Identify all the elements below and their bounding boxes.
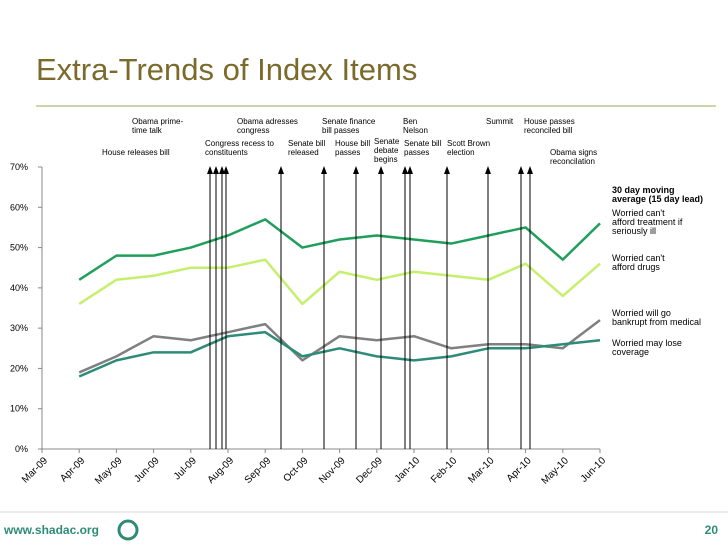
- event-label-line: Senate finance: [322, 117, 376, 126]
- event-label-line: Senate bill: [288, 139, 326, 148]
- event-label: House passes reconciled bill: [524, 117, 575, 135]
- event-label: Senate finance bill passes: [322, 117, 376, 135]
- event-label: Senate bill passes: [404, 139, 442, 157]
- y-tick-label: 50%: [10, 243, 28, 253]
- event-arrowhead: [444, 166, 450, 174]
- event-arrowhead: [407, 166, 413, 174]
- event-arrowhead: [527, 166, 533, 174]
- y-tick-label: 60%: [10, 202, 28, 212]
- y-tick-label: 40%: [10, 283, 28, 293]
- legend-entry: Worried can't afford drugs: [612, 253, 665, 272]
- legend-entry-line: coverage: [612, 347, 649, 357]
- legend-entry: Worried can't afford treatment if seriousl…: [612, 208, 683, 236]
- event-label-line: Obama prime-: [132, 117, 183, 126]
- legend-title-line: 30 day moving: [612, 185, 675, 195]
- event-label-line: passes: [404, 148, 429, 157]
- series-line: [78, 218, 601, 281]
- event-arrowhead: [219, 166, 225, 174]
- legend-title-line: average (15 day lead): [612, 194, 703, 204]
- event-arrowhead: [278, 166, 284, 174]
- event-label-line: Scott Brown: [447, 139, 490, 148]
- event-label-line: House passes: [524, 117, 575, 126]
- legend-entry-line: afford drugs: [612, 262, 660, 272]
- page-number: 20: [705, 523, 719, 537]
- event-label-line: reconcilation: [550, 157, 595, 166]
- event-label-line: Nelson: [403, 126, 428, 135]
- legend-entry-line: Worried may lose: [612, 338, 682, 348]
- event-arrowhead: [223, 166, 229, 174]
- legend-entry-line: afford treatment if: [612, 217, 683, 227]
- event-label: House releases bill: [102, 148, 170, 157]
- event-label-line: begins: [374, 155, 398, 164]
- series-line: [78, 330, 601, 378]
- event-arrowhead: [213, 166, 219, 174]
- footer-url: www.shadac.org: [3, 523, 99, 537]
- legend-entry-line: Worried will go: [612, 308, 671, 318]
- event-arrowhead: [485, 166, 491, 174]
- event-label-line: congress: [237, 126, 269, 135]
- legend-entry-line: bankrupt from medical: [612, 317, 701, 327]
- event-label: Obama signs reconcilation: [550, 148, 597, 166]
- event-arrowhead: [402, 166, 408, 174]
- event-label-line: time talk: [132, 126, 163, 135]
- legend-entry-line: Worried can't: [612, 253, 665, 263]
- event-label-line: bill passes: [322, 126, 359, 135]
- logo: [117, 519, 139, 541]
- event-label: Summit: [486, 117, 514, 126]
- event-label-line: House bill: [335, 139, 370, 148]
- legend-entry-line: seriously ill: [612, 226, 656, 236]
- event-label: Obama prime-time talk: [132, 117, 183, 135]
- event-arrowhead: [518, 166, 524, 174]
- event-label: House bill passes: [335, 139, 370, 157]
- y-tick-label: 70%: [10, 162, 28, 172]
- legend-entry-line: Worried can't: [612, 208, 665, 218]
- event-label: Scott Brown election: [447, 139, 490, 157]
- event-label-line: Senate: [374, 137, 400, 146]
- legend-entry: Worried will go bankrupt from medical: [612, 308, 701, 327]
- event-label-line: Obama signs: [550, 148, 597, 157]
- event-label-line: Senate bill: [404, 139, 442, 148]
- y-tick-label: 20%: [10, 363, 28, 373]
- legend-title: 30 day moving average (15 day lead): [612, 185, 703, 204]
- event-label: Obama adresses congress: [237, 117, 298, 135]
- y-tick-label: 0%: [15, 444, 28, 454]
- event-label-line: passes: [335, 148, 360, 157]
- event-label: Senate bill released: [288, 139, 326, 157]
- y-tick-label: 30%: [10, 323, 28, 333]
- event-label-line: Obama adresses: [237, 117, 298, 126]
- event-label-line: reconciled bill: [524, 126, 573, 135]
- slide-title: Extra-Trends of Index Items: [36, 52, 417, 87]
- event-label-line: constituents: [205, 148, 248, 157]
- event-label-line: released: [288, 148, 319, 157]
- y-tick-label: 10%: [10, 404, 28, 414]
- event-arrowhead: [207, 166, 213, 174]
- event-label-line: debate: [374, 146, 399, 155]
- event-label: Ben Nelson: [403, 117, 428, 135]
- event-label-line: Congress recess to: [205, 139, 274, 148]
- event-arrowhead: [321, 166, 327, 174]
- event-label-line: Ben: [403, 117, 417, 126]
- event-arrowhead: [378, 166, 384, 174]
- event-label: Senate debate begins: [374, 137, 400, 164]
- event-label: Congress recess to constituents: [205, 139, 274, 157]
- event-label-line: House releases bill: [102, 148, 170, 157]
- series-line: [78, 319, 601, 374]
- event-label-line: Summit: [486, 117, 514, 126]
- event-label-line: election: [447, 148, 475, 157]
- event-arrowhead: [353, 166, 359, 174]
- series-line: [78, 258, 601, 306]
- legend-entry: Worried may lose coverage: [612, 338, 682, 357]
